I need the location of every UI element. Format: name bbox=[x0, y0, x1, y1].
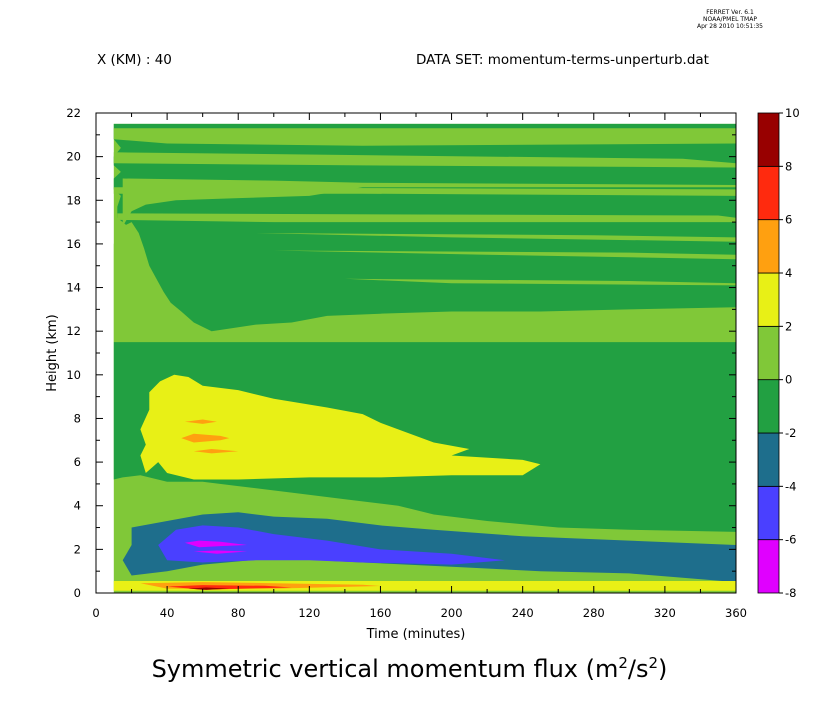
colorbar-swatch-0 bbox=[757, 539, 780, 594]
colorbar-swatch-4 bbox=[757, 325, 780, 381]
contour-region-14 bbox=[193, 449, 239, 454]
axes: 0 40 80 120 160 200 240 280 320 360 0 2 4 6 8 10 12 14 16 1… bbox=[66, 106, 747, 620]
y-tick-label: 14 bbox=[66, 281, 81, 295]
y-tick-label: 12 bbox=[66, 324, 81, 338]
colorbar-swatch-1 bbox=[757, 485, 780, 541]
colorbar-label: 4 bbox=[785, 266, 792, 280]
y-tick-label: 10 bbox=[66, 368, 81, 382]
colorbar-label: 2 bbox=[785, 319, 792, 333]
contour-region-6 bbox=[122, 178, 736, 227]
colorbar-swatch-2 bbox=[757, 432, 780, 487]
contour-region-13 bbox=[184, 419, 217, 424]
y-tick-label: 16 bbox=[66, 237, 81, 251]
x-tick-label: 80 bbox=[231, 606, 246, 620]
contour-region-5 bbox=[117, 213, 737, 223]
colorbar-label: 8 bbox=[785, 159, 792, 173]
colorbar-label: 10 bbox=[785, 106, 800, 120]
contour-region-8 bbox=[273, 250, 736, 260]
colorbar-label: -6 bbox=[785, 533, 796, 547]
y-axis-label: Height (km) bbox=[45, 314, 60, 391]
colorbar-label: 6 bbox=[785, 213, 792, 227]
x-tick-label: 160 bbox=[369, 606, 391, 620]
x-tick-label: 280 bbox=[583, 606, 605, 620]
dataset-label: DATA SET: momentum-terms-unperturb.dat bbox=[416, 52, 709, 68]
title-text-mid: /s bbox=[627, 655, 649, 683]
x-tick-label: 0 bbox=[92, 606, 99, 620]
x-tick-label: 240 bbox=[512, 606, 534, 620]
contour-region-22 bbox=[188, 587, 230, 590]
contour-region-2 bbox=[113, 128, 737, 146]
ferret-version-stamp: FERRET Ver. 6.1 NOAA/PMEL TMAP Apr 28 20… bbox=[660, 9, 800, 30]
y-tick-label: 18 bbox=[66, 193, 81, 207]
y-tick-label: 8 bbox=[74, 411, 81, 425]
colorbar-swatch-5 bbox=[757, 272, 780, 327]
x-tick-label: 320 bbox=[654, 606, 676, 620]
ferret-date: Apr 28 2010 10:51:35 bbox=[697, 23, 763, 30]
contour-region-7 bbox=[256, 233, 736, 242]
title-text-end: ) bbox=[658, 655, 668, 683]
contour-region-10 bbox=[113, 222, 737, 343]
title-sup-2: 2 bbox=[648, 654, 659, 672]
chart-title: Symmetric vertical momentum flux (m2/s2) bbox=[0, 654, 819, 683]
x-tick-label: 200 bbox=[441, 606, 463, 620]
contour-region-3 bbox=[113, 152, 737, 168]
title-sup-1: 2 bbox=[618, 654, 628, 672]
y-tick-label: 4 bbox=[74, 499, 81, 513]
colorbar-swatch-6 bbox=[757, 219, 780, 274]
contour-region-17 bbox=[184, 540, 248, 548]
title-text-main: Symmetric vertical momentum flux (m bbox=[151, 655, 619, 683]
colorbar-label: 0 bbox=[785, 373, 792, 387]
colorbar-swatch-8 bbox=[757, 112, 780, 167]
colorbar-label: -8 bbox=[785, 586, 796, 600]
ferret-org: NOAA/PMEL TMAP bbox=[703, 16, 757, 23]
colorbar-swatch-7 bbox=[757, 165, 780, 221]
contour-region-15 bbox=[122, 512, 736, 583]
x-tick-label: 360 bbox=[725, 606, 747, 620]
contour-region-18 bbox=[193, 550, 248, 554]
colorbar-swatch-3 bbox=[757, 379, 780, 434]
ferret-version: FERRET Ver. 6.1 bbox=[706, 9, 754, 16]
y-tick-label: 22 bbox=[66, 106, 81, 120]
y-tick-label: 2 bbox=[74, 542, 81, 556]
x-position-label: X (KM) : 40 bbox=[97, 52, 172, 68]
x-axis-label: Time (minutes) bbox=[366, 627, 466, 642]
contour-region-16 bbox=[158, 525, 505, 565]
x-tick-label: 120 bbox=[298, 606, 320, 620]
contour-regions bbox=[113, 123, 737, 594]
contour-region-11 bbox=[140, 374, 541, 480]
contour-region-12 bbox=[181, 433, 230, 443]
y-tick-label: 20 bbox=[66, 150, 81, 164]
colorbar-label: -4 bbox=[785, 479, 796, 493]
colorbar-label: -2 bbox=[785, 426, 796, 440]
y-tick-label: 0 bbox=[74, 586, 81, 600]
y-tick-label: 6 bbox=[74, 455, 81, 469]
x-tick-label: 40 bbox=[160, 606, 175, 620]
colorbar: -8 -6 -4 -2 0 2 4 6 8 10 bbox=[757, 106, 800, 600]
contour-region-9 bbox=[344, 278, 736, 286]
